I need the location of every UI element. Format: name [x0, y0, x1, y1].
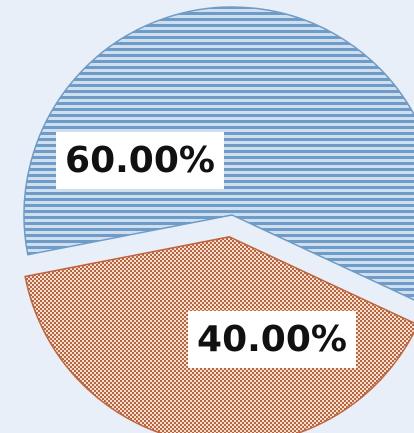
data-label-1: 60.00% — [56, 132, 224, 189]
data-label-background — [188, 311, 356, 368]
pie-data-labels: 60.00% 40.00% — [56, 132, 356, 368]
data-label-2: 40.00% — [188, 311, 356, 368]
pie-slices — [23, 6, 414, 433]
data-label-text: 40.00% — [197, 319, 347, 360]
data-label-text: 60.00% — [65, 140, 215, 181]
data-label-background — [56, 132, 224, 189]
